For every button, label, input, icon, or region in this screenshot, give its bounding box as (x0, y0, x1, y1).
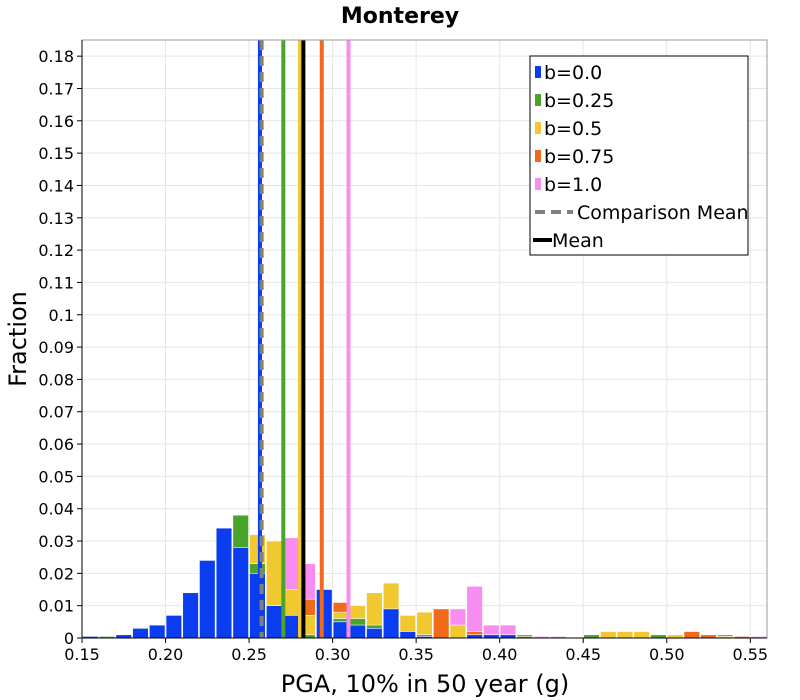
axes: 0.15 0.20 0.25 0.30 0.35 0.40 0.45 0.50 0.55 0 0.0… (38, 39, 768, 664)
y-tick-label: 0.04 (38, 500, 74, 519)
histogram-bar (349, 624, 366, 639)
y-tick-label: 0.17 (38, 79, 74, 98)
histogram-bar (366, 628, 383, 639)
legend-label: b=0.0 (544, 62, 602, 84)
y-tick-label: 0.07 (38, 403, 74, 422)
legend-item: b=0.0 (535, 62, 602, 84)
legend-item: Mean (533, 230, 604, 252)
legend-label: b=1.0 (544, 174, 602, 196)
histogram-bar (449, 624, 467, 639)
histogram-bar (433, 608, 450, 639)
legend-label: b=0.5 (544, 118, 602, 140)
y-tick-label: 0.16 (38, 112, 74, 131)
histogram-bar (616, 631, 634, 639)
histogram-bar (265, 605, 283, 639)
histogram-bar (182, 592, 199, 639)
legend-swatch (535, 122, 541, 134)
y-tick-label: 0.09 (38, 338, 74, 357)
histogram-bar (399, 631, 416, 639)
histogram-bar (132, 628, 149, 639)
y-tick-label: 0.05 (38, 467, 74, 486)
legend: b=0.0 b=0.25 b=0.5 b=0.75 b=1.0 Comparison Me… (529, 55, 749, 256)
legend-swatch (535, 150, 541, 162)
legend-label: Mean (552, 230, 604, 252)
histogram-bar (199, 560, 216, 639)
chart-title: Monterey (341, 4, 459, 29)
x-tick-label: 0.45 (565, 645, 601, 664)
histogram-bar (149, 624, 166, 639)
histogram-bar (683, 631, 700, 639)
histogram-bar (633, 631, 650, 639)
y-tick-label: 0 (64, 629, 74, 648)
histogram-bar (316, 589, 333, 639)
histogram-bar (466, 585, 483, 639)
histogram-bar (282, 615, 299, 639)
legend-item: Comparison Mean (535, 202, 749, 224)
legend-item: b=0.75 (535, 146, 614, 168)
y-tick-label: 0.14 (38, 176, 74, 195)
y-tick-label: 0.18 (38, 47, 74, 66)
legend-swatch (535, 66, 541, 78)
y-tick-label: 0.15 (38, 144, 74, 163)
legend-label: b=0.25 (544, 90, 614, 112)
y-tick-label: 0.12 (38, 241, 74, 260)
x-tick-label: 0.30 (315, 645, 351, 664)
y-tick-label: 0.1 (49, 306, 74, 325)
x-tick-label: 0.55 (732, 645, 768, 664)
x-tick-label: 0.35 (398, 645, 434, 664)
y-tick-label: 0.02 (38, 564, 74, 583)
y-axis-label: Fraction (4, 291, 32, 387)
legend-label: Comparison Mean (577, 202, 749, 224)
histogram-bar (232, 547, 249, 639)
legend-item: b=1.0 (535, 174, 602, 196)
x-tick-label: 0.20 (148, 645, 184, 664)
histogram-bar (382, 608, 400, 639)
histogram-bar (332, 621, 350, 639)
x-tick-label: 0.50 (649, 645, 685, 664)
y-tick-label: 0.01 (38, 597, 74, 616)
legend-swatch (535, 94, 541, 106)
y-tick-label: 0.03 (38, 532, 74, 551)
x-tick-label: 0.15 (64, 645, 100, 664)
y-tick-label: 0.11 (38, 273, 74, 292)
legend-item: b=0.5 (535, 118, 602, 140)
histogram-bar (600, 631, 617, 639)
y-tick-label: 0.13 (38, 209, 74, 228)
mean-lines (257, 40, 351, 638)
series-b-0-0 (82, 527, 517, 639)
x-tick-label: 0.25 (231, 645, 267, 664)
legend-box (529, 55, 749, 256)
histogram-bar (215, 527, 233, 639)
x-axis-label: PGA, 10% in 50 year (g) (281, 670, 570, 698)
legend-swatch (535, 178, 541, 190)
histogram-bar (416, 611, 433, 639)
legend-item: b=0.25 (535, 90, 614, 112)
y-tick-label: 0.08 (38, 370, 74, 389)
x-tick-label: 0.40 (482, 645, 518, 664)
y-tick-label: 0.06 (38, 435, 74, 454)
legend-label: b=0.75 (544, 146, 614, 168)
histogram-bar (165, 615, 183, 639)
